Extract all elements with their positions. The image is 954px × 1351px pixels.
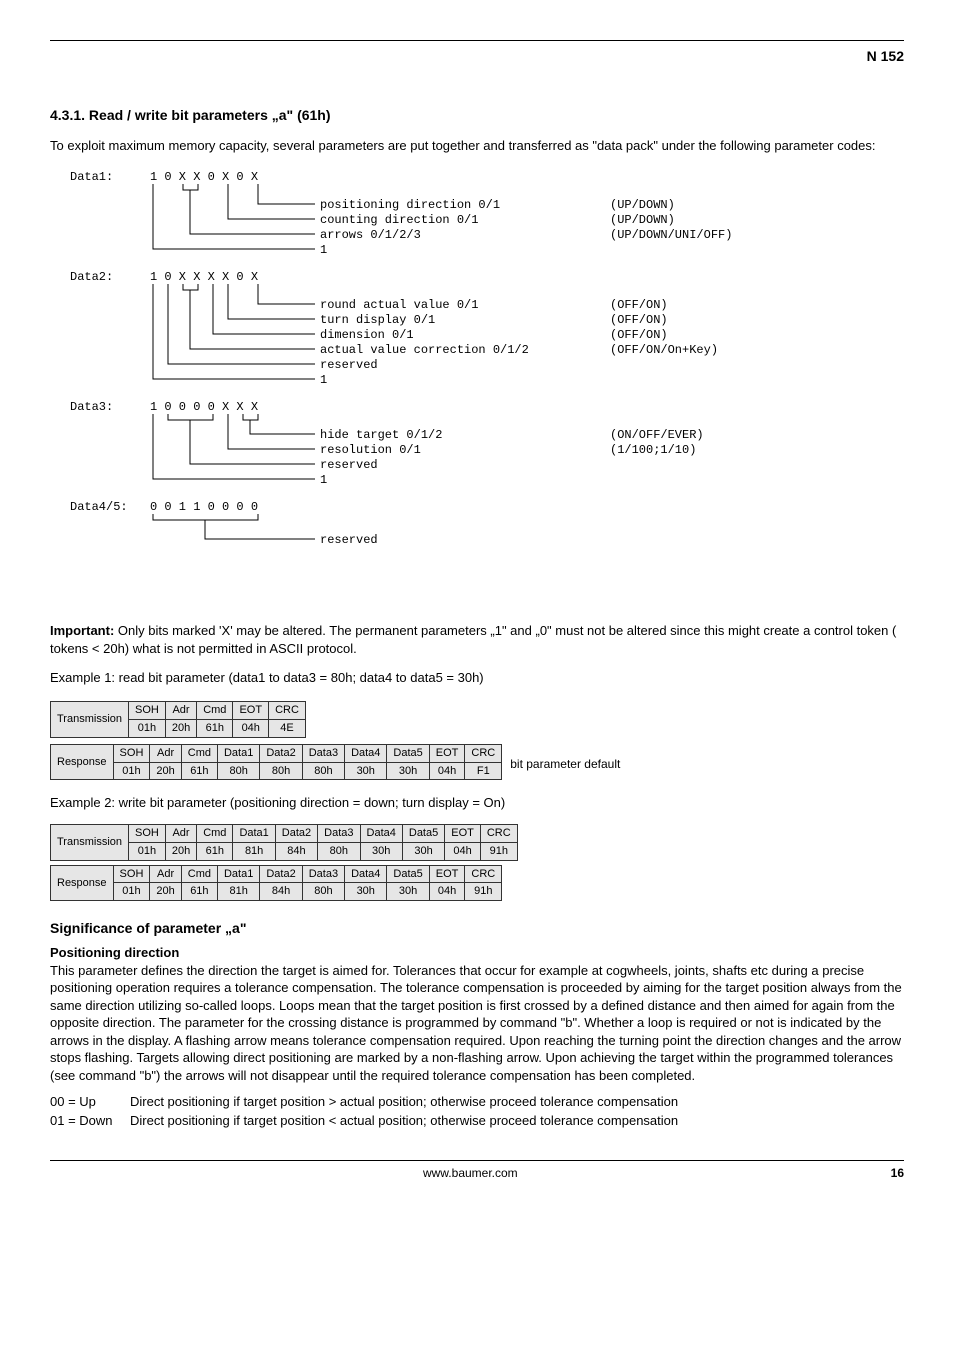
- svg-text:1 0 X X X X 0 X: 1 0 X X X X 0 X: [150, 270, 258, 284]
- footer-url: www.baumer.com: [423, 1165, 518, 1181]
- svg-text:(OFF/ON): (OFF/ON): [610, 298, 668, 312]
- positioning-direction: Positioning direction This parameter def…: [50, 944, 904, 1084]
- ex1-tx-label: Transmission: [51, 701, 129, 737]
- svg-text:1 0 0 0 0 X X X: 1 0 0 0 0 X X X: [150, 400, 258, 414]
- bit-diagrams: .m { font-family: "Courier New", monospa…: [70, 168, 904, 608]
- svg-text:(OFF/ON): (OFF/ON): [610, 313, 668, 327]
- ex2-rx-label: Response: [51, 865, 114, 901]
- svg-text:(UP/DOWN/UNI/OFF): (UP/DOWN/UNI/OFF): [610, 228, 732, 242]
- svg-text:(1/100;1/10): (1/100;1/10): [610, 443, 696, 457]
- svg-text:reserved: reserved: [320, 458, 378, 472]
- svg-text:(OFF/ON/On+Key): (OFF/ON/On+Key): [610, 343, 718, 357]
- svg-text:arrows 0/1/2/3: arrows 0/1/2/3: [320, 228, 421, 242]
- doc-id: N 152: [50, 47, 904, 66]
- svg-text:turn display 0/1: turn display 0/1: [320, 313, 435, 327]
- svg-text:(UP/DOWN): (UP/DOWN): [610, 198, 675, 212]
- svg-text:hide target 0/1/2: hide target 0/1/2: [320, 428, 442, 442]
- svg-text:dimension 0/1: dimension 0/1: [320, 328, 414, 342]
- pd-body: This parameter defines the direction the…: [50, 962, 904, 1085]
- svg-text:positioning direction 0/1: positioning direction 0/1: [320, 198, 500, 212]
- ex1-rx-label: Response: [51, 744, 114, 780]
- svg-text:(ON/OFF/EVER): (ON/OFF/EVER): [610, 428, 704, 442]
- d1-bits: 1 0 X X 0 X 0 X: [150, 170, 258, 184]
- footer-page: 16: [891, 1165, 904, 1181]
- important-note: Important: Only bits marked 'X' may be a…: [50, 622, 904, 657]
- svg-text:Data4/5:: Data4/5:: [70, 500, 128, 514]
- svg-text:1: 1: [320, 473, 327, 487]
- pd-title: Positioning direction: [50, 944, 904, 962]
- ex1-rx-table: Response SOH Adr Cmd Data1 Data2 Data3 D…: [50, 744, 502, 781]
- svg-text:actual value correction 0/1/2: actual value correction 0/1/2: [320, 343, 529, 357]
- svg-text:reserved: reserved: [320, 358, 378, 372]
- svg-text:(OFF/ON): (OFF/ON): [610, 328, 668, 342]
- def-row: 01 = Down Direct positioning if target p…: [50, 1112, 904, 1130]
- pd-defs: 00 = Up Direct positioning if target pos…: [50, 1093, 904, 1130]
- svg-text:round actual value 0/1: round actual value 0/1: [320, 298, 478, 312]
- ex1-rx-row: Response SOH Adr Cmd Data1 Data2 Data3 D…: [50, 742, 904, 785]
- def-row: 00 = Up Direct positioning if target pos…: [50, 1093, 904, 1111]
- svg-text:counting direction 0/1: counting direction 0/1: [320, 213, 478, 227]
- ex2-title: Example 2: write bit parameter (position…: [50, 794, 904, 812]
- ex1-tx-table: Transmission SOH Adr Cmd EOT CRC 01h 20h…: [50, 701, 306, 738]
- footer: www.baumer.com 16: [50, 1160, 904, 1181]
- d1-label: Data1:: [70, 170, 113, 184]
- bit-diagram-svg: .m { font-family: "Courier New", monospa…: [70, 168, 890, 608]
- svg-text:0 0 1 1 0 0 0 0: 0 0 1 1 0 0 0 0: [150, 500, 258, 514]
- section-intro: To exploit maximum memory capacity, seve…: [50, 137, 904, 155]
- ex2-tx-label: Transmission: [51, 824, 129, 860]
- ex1-title: Example 1: read bit parameter (data1 to …: [50, 669, 904, 687]
- svg-text:1: 1: [320, 243, 327, 257]
- svg-text:resolution 0/1: resolution 0/1: [320, 443, 421, 457]
- ex2-tx-table: Transmission SOH Adr Cmd Data1 Data2 Dat…: [50, 824, 518, 861]
- header-rule: [50, 40, 904, 41]
- svg-text:Data3:: Data3:: [70, 400, 113, 414]
- section-title: 4.3.1. Read / write bit parameters „a" (…: [50, 106, 904, 125]
- sig-title: Significance of parameter „a": [50, 919, 904, 938]
- ex1-tx-row: Transmission SOH Adr Cmd EOT CRC 01h 20h…: [50, 699, 904, 742]
- svg-text:reserved: reserved: [320, 533, 378, 547]
- ex2-rx-table: Response SOH Adr Cmd Data1 Data2 Data3 D…: [50, 865, 502, 902]
- svg-text:1: 1: [320, 373, 327, 387]
- svg-text:Data2:: Data2:: [70, 270, 113, 284]
- svg-text:(UP/DOWN): (UP/DOWN): [610, 213, 675, 227]
- ex1-note: bit parameter default: [510, 742, 620, 772]
